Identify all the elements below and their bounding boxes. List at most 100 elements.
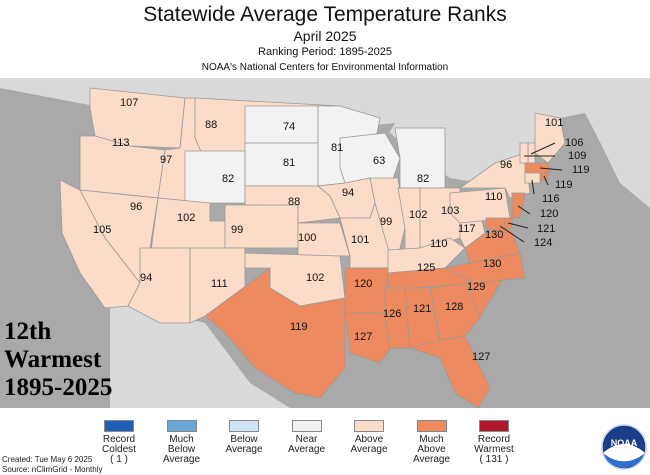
legend-text-line-1: Much <box>419 434 444 445</box>
legend-text-line-2: Average <box>350 444 388 455</box>
state-nj <box>511 192 526 219</box>
rank-label-va: 130 <box>485 229 503 241</box>
leader-line-md <box>499 225 525 243</box>
rank-label-tn: 125 <box>417 262 435 274</box>
rank-label-mt: 88 <box>205 119 217 131</box>
rank-label-mn: 81 <box>331 142 343 154</box>
legend-text-line-2: Coldest <box>102 444 136 455</box>
state-ma <box>524 162 551 174</box>
legend-item-record-coldest: Record Coldest( 1 ) <box>88 420 150 465</box>
rank-label-ct: 116 <box>542 193 560 205</box>
rank-label-az: 94 <box>140 272 152 284</box>
rank-label-la: 127 <box>354 331 372 343</box>
leader-line-nh <box>530 142 556 155</box>
rank-label-ia: 94 <box>342 187 354 199</box>
rank-label-id: 97 <box>160 154 172 166</box>
state-ar <box>344 267 389 314</box>
rank-label-vt: 109 <box>568 150 586 162</box>
rank-label-nv: 96 <box>130 201 142 213</box>
rank-label-mi: 82 <box>417 173 429 185</box>
rank-label-ok: 102 <box>306 272 324 284</box>
legend-text-line-1: Below <box>230 434 258 445</box>
legend-text-line-2: Warmest <box>474 444 514 455</box>
rank-label-ky: 110 <box>430 238 448 250</box>
legend-swatch <box>479 420 509 432</box>
overall-range: 1895-2025 <box>4 374 113 401</box>
state-wy <box>184 150 246 204</box>
created-date: Created: Tue May 6 2025 <box>2 455 93 464</box>
rank-label-nj: 120 <box>540 208 558 220</box>
rank-label-pa: 110 <box>485 191 503 203</box>
state-fl <box>408 335 491 408</box>
rank-label-ga: 128 <box>445 301 463 313</box>
rank-label-ma: 119 <box>572 164 590 176</box>
legend-text-line-1: Above <box>354 434 384 445</box>
rank-label-or: 113 <box>112 137 130 149</box>
legend-swatch <box>354 420 384 432</box>
legend-text-line-3: Average <box>412 454 451 465</box>
overall-category: Warmest <box>4 346 102 373</box>
rank-label-in: 102 <box>409 209 427 221</box>
rank-label-mo: 101 <box>351 234 369 246</box>
leader-line-nj <box>517 205 531 215</box>
legend-item-much-below: Much Below Average <box>151 420 213 465</box>
map-subtitle: April 2025 <box>293 28 357 44</box>
legend-text-line-1: Record <box>102 434 136 445</box>
legend-item-much-above: Much Above Average <box>401 420 463 465</box>
rank-label-nm: 111 <box>211 278 228 290</box>
state-md <box>485 217 506 234</box>
rank-label-co: 99 <box>231 224 243 236</box>
legend-text-line-2: Above <box>417 444 446 455</box>
legend-item-above: Above Average <box>338 420 400 455</box>
legend-swatch <box>229 420 259 432</box>
overall-rank: 12th <box>4 318 52 345</box>
legend-swatch <box>416 420 447 432</box>
legend-text-line-2: Average <box>225 444 263 455</box>
state-la <box>344 312 396 364</box>
legend-swatch <box>104 420 134 432</box>
noaa-logo-icon: NOAA <box>601 424 647 470</box>
rank-label-il: 99 <box>380 216 392 228</box>
rank-label-wi: 63 <box>373 155 385 167</box>
state-nd <box>244 105 319 144</box>
legend-text-line-1: Much <box>169 434 194 445</box>
rank-label-ks: 100 <box>298 232 316 244</box>
rank-label-de: 121 <box>537 223 555 235</box>
legend-text-line-2: Average <box>287 444 326 455</box>
legend-text-line-2: Below <box>167 444 196 455</box>
leader-line-ri <box>543 175 549 186</box>
rank-label-ar: 120 <box>354 278 372 290</box>
us-map: 107 113 97 88 74 81 82 81 63 82 96 102 105 99 88 94 100 1… <box>0 78 650 408</box>
rank-label-ri: 119 <box>555 179 573 191</box>
rank-label-sd: 81 <box>283 157 295 169</box>
rank-label-ca: 105 <box>93 224 111 236</box>
legend-text-line-3: ( 1 ) <box>110 454 128 465</box>
legend-item-near: Near Average <box>276 420 338 455</box>
rank-label-wa: 107 <box>120 97 138 109</box>
svg-text:NOAA: NOAA <box>611 438 638 448</box>
rank-label-wy: 82 <box>222 173 234 185</box>
rank-label-oh: 103 <box>441 205 459 217</box>
rank-label-tx: 119 <box>290 321 308 333</box>
legend-text-line-3: ( 131 ) <box>479 454 509 465</box>
rank-label-ms: 126 <box>383 308 401 320</box>
legend-text-line-1: Near <box>295 434 318 445</box>
rank-label-nd: 74 <box>283 121 295 133</box>
rank-label-ne: 88 <box>288 196 300 208</box>
leader-line-ct <box>531 179 535 195</box>
rank-label-al: 121 <box>413 303 431 315</box>
rank-label-nc: 130 <box>483 258 501 270</box>
legend-text-line-3: Average <box>162 454 201 465</box>
legend-item-below: Below Average <box>213 420 275 455</box>
ranking-period: Ranking Period: 1895-2025 <box>258 46 392 58</box>
rank-label-nh: 106 <box>565 137 583 149</box>
state-ct <box>524 172 541 184</box>
state-tn <box>387 267 477 289</box>
rank-label-fl: 127 <box>472 351 490 363</box>
state-tx <box>204 267 346 399</box>
rank-label-md: 124 <box>534 237 552 249</box>
agency-credit: NOAA's National Centers for Environmenta… <box>201 62 449 73</box>
state-sd <box>244 142 319 187</box>
mexico-landmass <box>110 298 290 408</box>
legend-item-record-warmest: Record Warmest( 131 ) <box>463 420 525 465</box>
